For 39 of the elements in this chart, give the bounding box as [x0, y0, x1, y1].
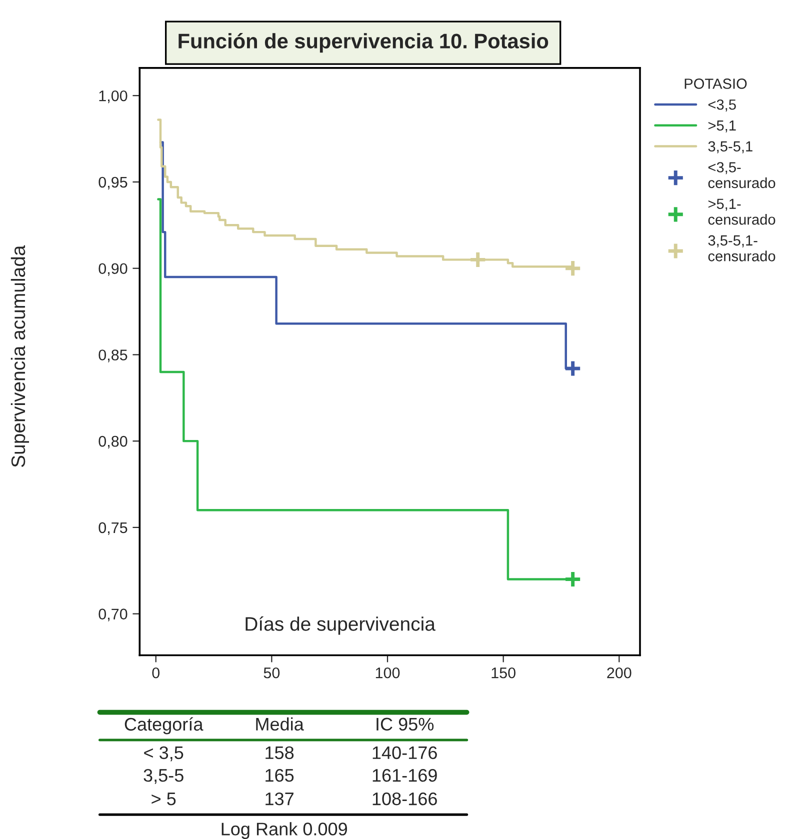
text: > 5 [152, 792, 176, 806]
text: IC 95% [376, 718, 434, 731]
text: 158 [266, 746, 294, 760]
point [468, 250, 487, 269]
point [564, 360, 582, 378]
x-tick-label: 0 [152, 667, 160, 678]
text: 108-166 [372, 792, 437, 806]
y-tick-label: 0,95 [98, 176, 128, 190]
x-tick-label: 50 [264, 667, 280, 678]
x-axis-title: Días de supervivencia [246, 616, 436, 635]
legend-label: >5,1 [708, 120, 736, 132]
legend-title: POTASIO [684, 78, 747, 89]
y-axis-title: Supervivencia acumulada [10, 245, 30, 468]
text: 3,5-5 [144, 768, 184, 784]
text: Categoría [124, 717, 204, 734]
y-tick-label: 0,90 [98, 263, 128, 276]
chart-title: Función de supervivencia 10. Potasio [178, 32, 548, 53]
legend-label: <3,5- censurado [708, 162, 776, 188]
legend-label: <3,5 [708, 99, 736, 112]
point [564, 259, 582, 278]
text: 165 [266, 768, 294, 782]
text: Log Rank 0.009 [222, 822, 347, 839]
text: < 3,5 [144, 746, 184, 762]
x-tick-label: 200 [607, 667, 632, 678]
y-tick-label: 1,00 [99, 90, 128, 104]
y-tick-label: 0,70 [98, 608, 128, 622]
legend-label: >5,1- censurado [708, 198, 776, 225]
x-tick-label: 150 [492, 667, 516, 678]
text: 140-176 [372, 746, 437, 760]
text: Media [256, 717, 304, 731]
legend-label: 3,5-5,1- censurado [708, 235, 776, 262]
text: 137 [266, 792, 294, 806]
text: 161-169 [372, 768, 437, 782]
y-tick-label: 0,80 [98, 436, 128, 449]
x-tick-label: 100 [376, 667, 400, 678]
legend-label: 3,5-5,1 [708, 141, 752, 154]
y-tick-label: 0,75 [98, 522, 128, 535]
point [564, 570, 582, 588]
y-tick-label: 0,85 [98, 350, 128, 362]
